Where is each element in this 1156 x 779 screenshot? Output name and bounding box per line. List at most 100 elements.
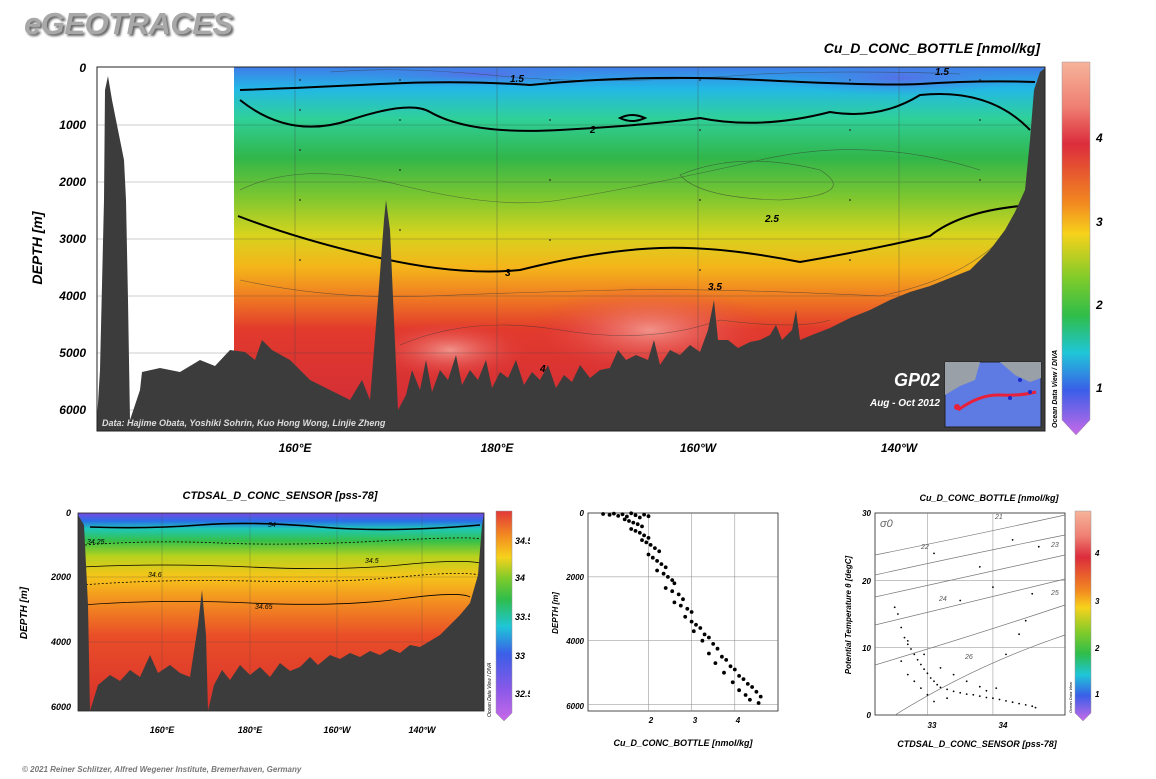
main-ytick-1000: 1000 <box>59 118 86 132</box>
ts-point <box>926 693 929 696</box>
profile-point <box>612 511 616 516</box>
ts-point <box>933 552 935 555</box>
sal-cbar-33-5: 33.5 <box>515 612 530 622</box>
ts-cbar-4: 4 <box>1094 549 1100 558</box>
sal-contour-34: 34 <box>268 522 276 529</box>
ts-iso-22: 22 <box>920 544 929 551</box>
main-ytick-6000: 6000 <box>59 403 86 417</box>
ts-point <box>959 691 962 694</box>
profile-point <box>683 614 688 619</box>
ts-point <box>946 688 948 691</box>
ts-point <box>1005 653 1007 656</box>
ts-point <box>906 673 909 676</box>
ts-point <box>920 687 922 689</box>
profile-point <box>728 664 733 669</box>
profile-point <box>713 661 718 665</box>
main-cbar-tick-1: 1 <box>1096 381 1103 395</box>
ts-point <box>916 658 919 661</box>
profile-point <box>663 586 668 590</box>
contour-3 <box>237 205 1021 273</box>
ts-side-label: Ocean Data View <box>1068 681 1073 713</box>
ts-point <box>992 697 994 700</box>
profile-point <box>646 514 651 519</box>
profile-point <box>616 514 621 518</box>
sal-cbar-34-5: 34.5 <box>515 536 530 546</box>
salinity-seafloor <box>78 513 484 711</box>
ts-point <box>933 680 935 683</box>
profile-point <box>702 632 707 637</box>
prof-ytick-0: 0 <box>580 509 585 518</box>
profile-point <box>685 606 690 611</box>
salinity-ylabel: DEPTH [m] <box>19 586 30 639</box>
main-side-label: Ocean Data View / DIVA <box>1052 350 1059 428</box>
main-ytick-2000: 2000 <box>58 175 86 189</box>
ts-point <box>1018 633 1020 636</box>
profile-point <box>672 581 677 586</box>
ts-point <box>1034 706 1037 709</box>
profile-point <box>754 689 759 694</box>
profile-point <box>627 519 631 523</box>
ts-iso-24: 24 <box>938 596 947 603</box>
contour-label-1-5b: 1.5 <box>935 67 949 78</box>
ts-point <box>1018 702 1020 705</box>
profile-point <box>737 674 741 678</box>
profile-point <box>646 552 651 557</box>
ts-point <box>923 668 925 671</box>
main-ytick-4000: 4000 <box>58 289 86 303</box>
profile-point <box>646 536 651 540</box>
contour-label-4: 4 <box>539 364 546 375</box>
ts-iso-26: 26 <box>964 654 973 661</box>
profile-point <box>622 517 627 522</box>
ts-point <box>965 680 968 683</box>
ts-point <box>936 683 939 686</box>
profile-point <box>756 701 761 705</box>
salinity-colorbar <box>495 510 513 722</box>
main-ytick-0: 0 <box>79 61 86 75</box>
inset-map <box>944 361 1042 428</box>
profile-point <box>730 680 735 685</box>
ts-point <box>959 599 962 602</box>
sal-cbar-34: 34 <box>515 573 525 583</box>
profile-point <box>748 697 752 702</box>
ts-point <box>923 653 925 656</box>
ts-point <box>900 660 903 662</box>
ts-point <box>965 693 968 695</box>
ts-point <box>893 606 896 609</box>
main-cbar-tick-3: 3 <box>1096 215 1103 229</box>
sal-xtick-140w: 140°W <box>408 725 437 735</box>
profile-point <box>689 619 694 624</box>
profile-point <box>711 642 716 646</box>
profile-point <box>657 549 662 554</box>
profile-point <box>629 527 634 531</box>
profile-point <box>642 533 646 538</box>
profile-point <box>722 670 726 675</box>
main-ytick-3000: 3000 <box>59 232 86 246</box>
ts-point <box>1031 592 1034 595</box>
sal-contour-34-25: 34.25 <box>87 539 105 546</box>
cruise-dates: Aug - Oct 2012 <box>869 398 940 409</box>
salinity-side-label: Ocean Data View / DIVA <box>487 662 493 717</box>
profile-point <box>689 610 694 614</box>
profile-point <box>720 654 724 659</box>
profile-point <box>661 571 666 576</box>
profile-point <box>666 575 670 579</box>
profile-point <box>670 589 675 594</box>
ts-point <box>995 687 998 689</box>
contour-label-3: 3 <box>505 268 511 279</box>
sal-contour-34-5: 34.5 <box>365 558 379 565</box>
profile-point <box>743 693 748 697</box>
main-ytick-5000: 5000 <box>59 346 86 360</box>
ts-point <box>972 693 975 696</box>
ts-point <box>897 613 899 615</box>
ts-point <box>946 697 948 700</box>
ts-cbar-2: 2 <box>1094 644 1100 653</box>
ts-point <box>992 586 994 588</box>
ts-point <box>920 663 922 666</box>
egeotraces-logo: eGEOTRACES <box>24 6 233 41</box>
ts-xtick-33: 33 <box>928 721 937 730</box>
section-name: GP02 <box>894 370 940 390</box>
ts-point <box>939 686 942 689</box>
profile-point <box>633 529 638 533</box>
profile-point <box>659 562 664 566</box>
profile-point <box>724 658 729 662</box>
